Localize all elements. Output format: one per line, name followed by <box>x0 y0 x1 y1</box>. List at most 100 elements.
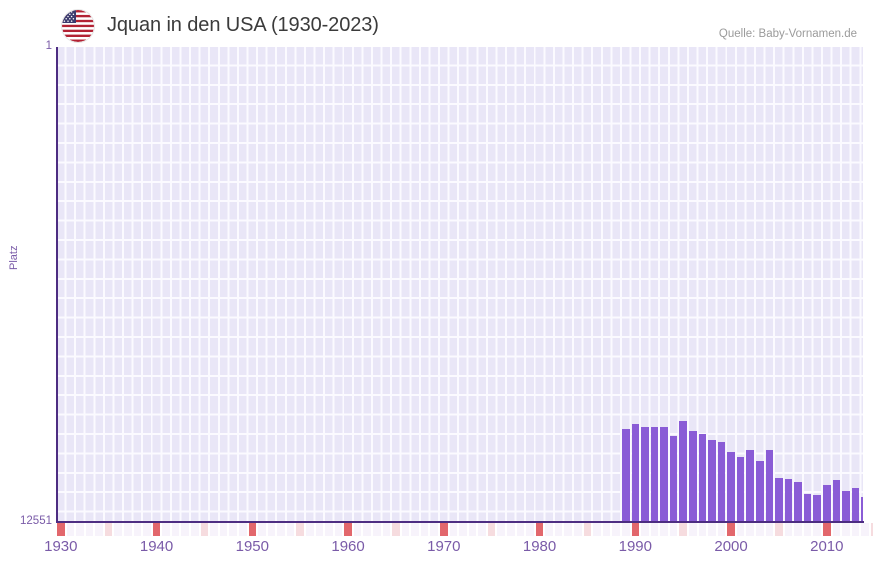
x-tick-1999 <box>717 523 726 536</box>
x-tick-2015 <box>870 523 873 536</box>
x-tick-1958 <box>325 523 333 536</box>
x-tick-1989 <box>621 523 630 536</box>
x-tick-1945 <box>200 523 209 536</box>
x-tick-2006 <box>784 523 793 536</box>
x-tick-1934 <box>95 523 103 536</box>
x-tick-1991 <box>641 523 649 536</box>
x-axis-label-1950: 1950 <box>235 538 269 555</box>
x-tick-1956 <box>305 523 314 536</box>
x-tick-1973 <box>468 523 477 536</box>
bar-1997 <box>698 434 707 522</box>
x-tick-1941 <box>162 523 170 536</box>
x-tick-1971 <box>449 523 458 536</box>
bar-2014 <box>861 497 863 522</box>
x-tick-1944 <box>191 523 199 536</box>
x-tick-1990 <box>631 523 640 536</box>
x-tick-1996 <box>688 523 697 536</box>
chart-header: Jquan in den USA (1930-2023) Quelle: Bab… <box>0 0 873 46</box>
x-tick-2014 <box>861 523 869 536</box>
source-attribution: Quelle: Baby-Vornamen.de <box>718 28 857 40</box>
x-tick-1933 <box>85 523 94 536</box>
x-tick-1985 <box>583 523 592 536</box>
bar-2010 <box>823 485 831 522</box>
x-tick-1937 <box>124 523 132 536</box>
bar-1999 <box>717 442 726 522</box>
x-tick-1955 <box>296 523 304 536</box>
bar-1990 <box>631 424 640 522</box>
x-tick-2012 <box>842 523 850 536</box>
x-tick-1961 <box>353 523 362 536</box>
bar-1994 <box>669 436 678 522</box>
x-tick-2009 <box>813 523 822 536</box>
bar-1996 <box>688 431 697 522</box>
x-tick-1948 <box>229 523 237 536</box>
x-tick-1998 <box>708 523 716 536</box>
bar-2011 <box>832 480 841 522</box>
bar-2012 <box>842 491 850 522</box>
x-tick-1935 <box>104 523 113 536</box>
bar-1993 <box>660 427 668 522</box>
bar-1991 <box>641 427 649 522</box>
bar-1989 <box>621 429 630 522</box>
y-axis-title: Platz <box>8 245 20 270</box>
x-tick-2002 <box>746 523 754 536</box>
x-tick-1943 <box>181 523 190 536</box>
chart-plot-area <box>57 47 863 522</box>
x-tick-1993 <box>660 523 668 536</box>
x-tick-1953 <box>277 523 285 536</box>
x-tick-2001 <box>736 523 745 536</box>
x-tick-1987 <box>602 523 611 536</box>
bar-2004 <box>765 450 774 522</box>
x-tick-1949 <box>238 523 247 536</box>
bar-1995 <box>679 421 687 522</box>
x-tick-1982 <box>554 523 563 536</box>
x-tick-1979 <box>526 523 534 536</box>
x-tick-1960 <box>344 523 352 536</box>
x-axis-label-1990: 1990 <box>618 538 652 555</box>
y-axis-line <box>56 47 58 523</box>
bar-2007 <box>794 482 802 522</box>
bar-2001 <box>736 457 745 522</box>
bar-2008 <box>803 494 812 522</box>
x-tick-2010 <box>823 523 831 536</box>
x-tick-1995 <box>679 523 687 536</box>
x-tick-1931 <box>66 523 75 536</box>
x-tick-1988 <box>612 523 620 536</box>
x-tick-1968 <box>420 523 429 536</box>
bar-2005 <box>775 478 783 522</box>
bar-1992 <box>650 427 659 522</box>
x-tick-1967 <box>411 523 419 536</box>
x-tick-1942 <box>171 523 180 536</box>
y-axis-top-value: 1 <box>45 40 52 52</box>
x-tick-1974 <box>478 523 486 536</box>
bar-1998 <box>708 440 716 522</box>
x-tick-1981 <box>545 523 553 536</box>
x-axis-line <box>57 521 864 523</box>
bar-2003 <box>755 461 764 522</box>
x-axis-label-1930: 1930 <box>44 538 78 555</box>
x-tick-1954 <box>286 523 295 536</box>
x-axis-label-2000: 2000 <box>714 538 748 555</box>
bar-2002 <box>746 450 754 522</box>
x-tick-2004 <box>765 523 774 536</box>
x-axis-labels: 1930194019501960197019801990200020102020 <box>0 538 873 562</box>
x-axis-label-1960: 1960 <box>331 538 365 555</box>
x-tick-1986 <box>593 523 601 536</box>
x-tick-1952 <box>267 523 276 536</box>
x-tick-1978 <box>516 523 525 536</box>
x-tick-2005 <box>775 523 783 536</box>
x-axis-label-1940: 1940 <box>139 538 174 555</box>
x-tick-1980 <box>535 523 544 536</box>
x-tick-2008 <box>803 523 812 536</box>
bar-2013 <box>851 488 860 522</box>
x-tick-1946 <box>210 523 218 536</box>
x-tick-1938 <box>133 523 142 536</box>
x-tick-2013 <box>851 523 860 536</box>
x-tick-1976 <box>497 523 506 536</box>
x-tick-1957 <box>315 523 324 536</box>
x-axis-tick-swatches <box>57 523 873 536</box>
x-tick-1932 <box>76 523 84 536</box>
x-tick-1969 <box>430 523 439 536</box>
x-axis-label-2010: 2010 <box>810 538 844 555</box>
x-tick-1984 <box>574 523 582 536</box>
